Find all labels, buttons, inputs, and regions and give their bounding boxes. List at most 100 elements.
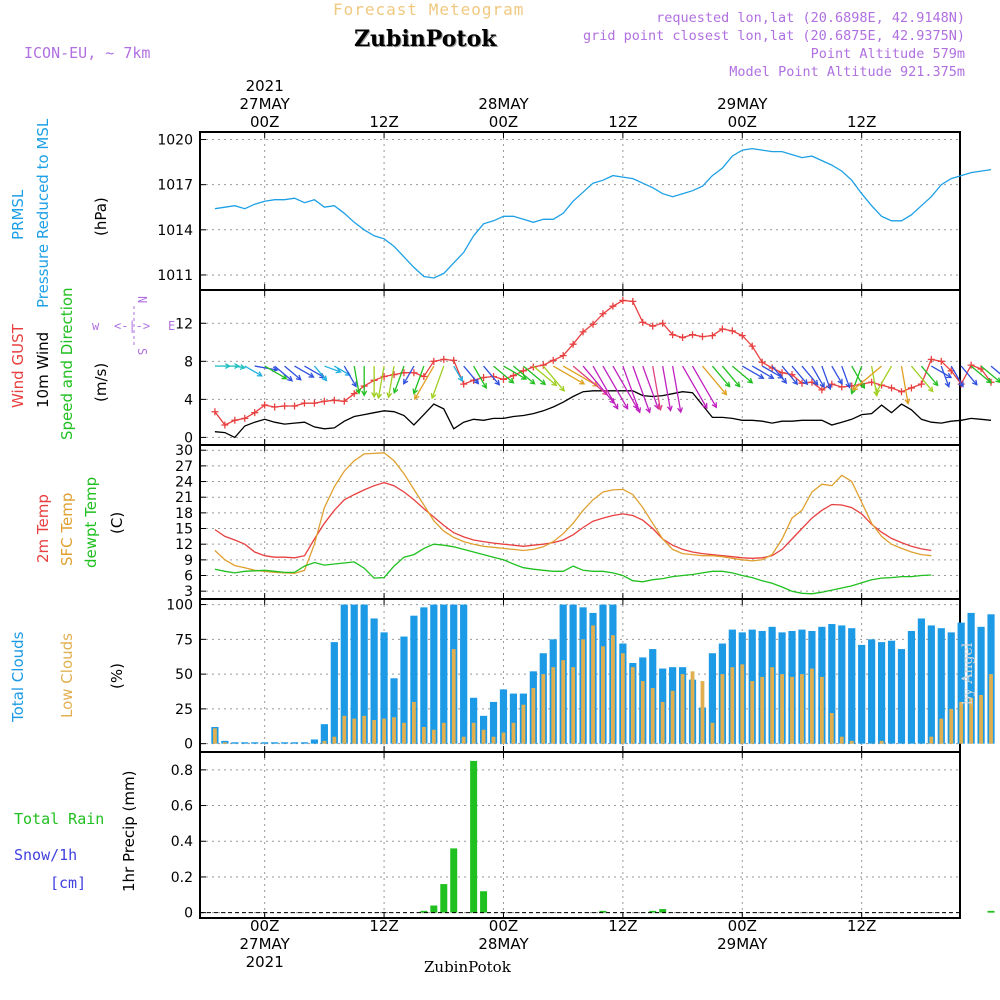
wind-arrow	[652, 365, 662, 410]
wind-arrow-head	[656, 404, 663, 412]
total-cloud-bar	[868, 639, 876, 744]
low-cloud-bar	[491, 736, 496, 744]
wind-arrow	[950, 365, 964, 387]
low-cloud-bar	[979, 694, 983, 744]
panel-5: 0 0.2 0.4 0.6 0.8	[171, 751, 961, 922]
wind-arrow	[980, 365, 1000, 383]
wind-arrow	[572, 365, 608, 396]
wind-arrow	[353, 365, 360, 394]
gust-marker	[539, 361, 547, 369]
y-tick-label: 0	[184, 430, 193, 446]
total-cloud-bar	[828, 624, 836, 744]
wind-arrow	[682, 365, 708, 409]
low-cloud-bar	[511, 722, 516, 744]
watermark: by Angel	[960, 642, 976, 705]
low-cloud-bar	[829, 713, 834, 744]
total-cloud-bar	[897, 649, 906, 744]
wind-arrow	[990, 365, 1000, 375]
gust-marker	[300, 399, 308, 407]
wind-arrow-head	[481, 382, 487, 390]
direction-legend: w <-|-> E N S	[92, 296, 175, 355]
wind-arrow-head	[392, 387, 399, 395]
y-tick-label: 0.8	[171, 763, 193, 779]
total-cloud-bar	[917, 618, 925, 744]
top-time-label: 12Z	[608, 113, 637, 131]
y-tick-label: 25	[175, 702, 193, 718]
wind-arrow-head	[875, 387, 881, 394]
wind-arrow	[731, 365, 753, 384]
wind-arrow-head	[376, 393, 383, 400]
wind-arrow	[387, 365, 395, 398]
low-cloud-bar	[929, 736, 934, 744]
low-cloud-bar	[441, 722, 446, 744]
gust-marker	[718, 325, 726, 333]
total-cloud-bar	[460, 604, 468, 744]
wind-arrow	[453, 365, 463, 382]
wind-arrow	[324, 365, 341, 373]
rain-bar	[987, 910, 995, 913]
gust-marker	[589, 320, 597, 328]
y-tick-label: 15	[175, 522, 193, 538]
total-cloud-bar	[380, 632, 388, 744]
total-cloud-bar	[290, 742, 299, 744]
wind-arrow-head	[308, 372, 315, 378]
gust-marker	[231, 416, 239, 424]
ylabel-total-clouds: Total Clouds	[9, 631, 27, 723]
total-cloud-bar	[470, 697, 478, 744]
wind-arrow-head	[944, 381, 951, 389]
gust-marker	[897, 388, 905, 396]
ylabel-tsfc: SFC Temp	[58, 493, 76, 566]
wind-arrow-head	[430, 392, 437, 400]
bottom-time-label: 2021	[246, 953, 284, 971]
wind-arrow-head	[845, 382, 851, 389]
y-tick-label: 1017	[157, 178, 193, 194]
wind-arrow	[313, 365, 328, 381]
wind-arrow-head	[904, 398, 911, 405]
top-time-label: 12Z	[847, 113, 876, 131]
gust-marker	[708, 332, 716, 340]
wind-arrow	[811, 365, 825, 388]
wind-arrow	[463, 365, 479, 384]
low-cloud-bar	[750, 681, 755, 744]
wind-arrow	[970, 365, 992, 384]
rain-bar	[659, 909, 667, 913]
wind-arrow	[900, 365, 909, 404]
wind-arrow-head	[721, 389, 728, 396]
wind-arrow-head	[768, 373, 775, 379]
gust-marker	[698, 333, 706, 341]
top-time-label: 28MAY	[478, 95, 529, 113]
wind-arrow-head	[520, 374, 528, 380]
wind-arrow	[393, 365, 405, 393]
gust-marker	[241, 414, 249, 422]
wind-arrow-head	[622, 403, 629, 410]
rain-bar	[599, 910, 607, 913]
low-cloud-bar	[969, 697, 974, 744]
total-cloud-bar	[300, 742, 309, 744]
wind-arrow	[493, 365, 514, 384]
total-cloud-bar	[947, 632, 955, 744]
bottom-time-label: 00Z	[489, 917, 518, 935]
gust-marker	[758, 358, 766, 366]
wind-arrow	[234, 365, 245, 369]
gust-marker	[828, 380, 836, 388]
low-cloud-bar	[939, 718, 944, 744]
rain-bar	[450, 848, 458, 913]
y-tick-label: 12	[175, 537, 193, 553]
wind-arrow	[513, 365, 535, 385]
ylabel-low-clouds: Low Clouds	[58, 633, 76, 718]
wind-arrow-head	[859, 382, 866, 390]
legend-we-arrows: <-|->	[114, 319, 150, 333]
wind-arrow	[483, 365, 500, 386]
gust-marker	[420, 373, 428, 381]
rain-bar	[480, 891, 488, 913]
top-time-label: 00Z	[250, 113, 279, 131]
ylabel-prmsl: PRMSL	[9, 189, 27, 240]
bottom-time-label: 27MAY	[240, 935, 291, 953]
total-cloud-bar	[937, 628, 945, 744]
gust-marker	[808, 378, 816, 386]
low-cloud-bar	[800, 674, 804, 744]
tsfc-line	[214, 452, 932, 575]
wind-arrow-head	[932, 380, 939, 387]
wind-arrow-head	[234, 363, 241, 370]
